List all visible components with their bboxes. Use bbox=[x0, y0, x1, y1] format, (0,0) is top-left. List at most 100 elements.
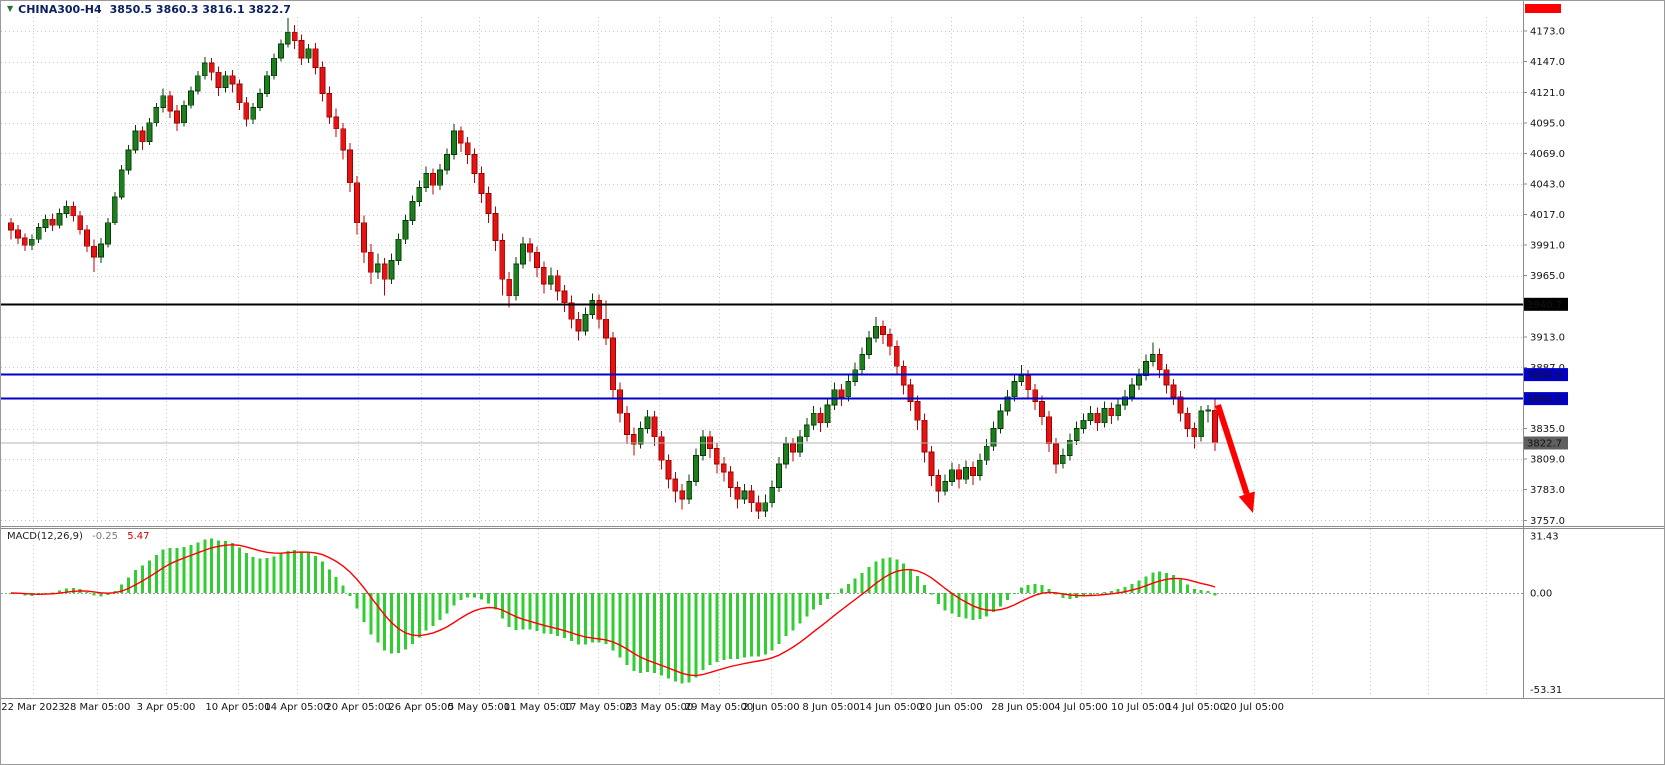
candle-bear bbox=[243, 102, 250, 120]
macd-bar bbox=[1116, 589, 1120, 593]
candle-bear bbox=[1039, 401, 1045, 418]
price-axis-label: 3991.0 bbox=[1530, 241, 1565, 252]
candle-bear bbox=[464, 142, 471, 156]
candle-bear bbox=[617, 389, 623, 414]
macd-bar bbox=[92, 593, 96, 596]
time-axis-label: 10 Jul 05:00 bbox=[1111, 702, 1171, 713]
candle-bull bbox=[423, 172, 430, 188]
macd-bar bbox=[576, 593, 580, 645]
macd-bar bbox=[397, 593, 400, 653]
macd-bar bbox=[1109, 591, 1113, 593]
macd-bar bbox=[120, 584, 124, 593]
macd-axis-label: -53.31 bbox=[1530, 685, 1562, 696]
symbol-ohlc-values: 3850.5 3860.3 3816.1 3822.7 bbox=[109, 2, 291, 16]
macd-bar bbox=[902, 563, 906, 593]
candle-bear bbox=[208, 62, 215, 73]
macd-bar bbox=[113, 590, 117, 593]
macd-bar bbox=[722, 593, 726, 660]
candle-bull bbox=[1101, 408, 1108, 424]
time-axis-label: 14 Jul 05:00 bbox=[1166, 702, 1226, 713]
macd-bar bbox=[701, 593, 705, 671]
macd-bar bbox=[1047, 589, 1051, 593]
macd-bar bbox=[127, 577, 131, 593]
candle-bull bbox=[1018, 375, 1025, 383]
macd-bar bbox=[957, 593, 961, 618]
macd-bar bbox=[867, 567, 871, 593]
macd-bar bbox=[881, 558, 885, 593]
macd-bar bbox=[417, 593, 421, 638]
candle-bull bbox=[983, 445, 990, 461]
candle-bull bbox=[98, 243, 104, 258]
candle-bull bbox=[118, 169, 125, 198]
macd-bar bbox=[625, 593, 629, 665]
price-axis-label: 3835.0 bbox=[1530, 424, 1565, 435]
chart-dropdown-icon[interactable]: ▼ bbox=[7, 4, 14, 13]
time-axis-label: 17 May 05:00 bbox=[564, 702, 633, 713]
candle-bull bbox=[160, 95, 167, 109]
macd-bar bbox=[604, 593, 608, 644]
candle-bull bbox=[693, 455, 699, 482]
macd-bar bbox=[964, 593, 968, 619]
macd-bar bbox=[383, 593, 387, 651]
price-axis-label: 4173.0 bbox=[1530, 27, 1565, 38]
macd-bar bbox=[141, 565, 144, 593]
macd-bar bbox=[639, 593, 643, 673]
candle-bear bbox=[326, 93, 333, 118]
candle-bear bbox=[1163, 369, 1170, 386]
candle-bull bbox=[520, 243, 526, 265]
price-axis[interactable]: 4173.0 4147.0 4121.0 4095.0 4069.0 4043.0 4017… bbox=[1523, 27, 1565, 527]
macd-bar bbox=[1061, 593, 1065, 598]
macd-bar bbox=[542, 593, 546, 634]
candle-bear bbox=[935, 475, 942, 492]
macd-bar bbox=[660, 593, 663, 676]
macd-bar bbox=[1213, 593, 1217, 596]
candle-bear bbox=[49, 218, 56, 226]
candle-bear bbox=[229, 75, 236, 85]
candle-bear bbox=[340, 128, 347, 151]
macd-bar bbox=[521, 593, 525, 630]
macd-bar bbox=[1089, 593, 1092, 595]
candle-bear bbox=[561, 290, 568, 304]
candle-bull bbox=[35, 227, 42, 240]
candle-bear bbox=[568, 302, 575, 320]
candle-bull bbox=[271, 57, 277, 77]
candle-bull bbox=[388, 259, 395, 280]
candle-bear bbox=[790, 443, 796, 453]
candle-bear bbox=[540, 267, 547, 285]
candle-bear bbox=[478, 172, 485, 194]
candle-bull bbox=[56, 212, 63, 226]
candle-bear bbox=[471, 154, 478, 174]
macd-bar bbox=[57, 590, 61, 593]
candle-bear bbox=[1108, 408, 1115, 417]
price-axis-label: 4017.0 bbox=[1530, 210, 1565, 221]
candle-bull bbox=[222, 75, 229, 89]
candle-bull bbox=[873, 325, 879, 339]
candle-bear bbox=[596, 299, 603, 320]
price-marker-label: 3940.7 bbox=[1527, 300, 1562, 311]
grid-lines bbox=[1, 17, 1523, 697]
macd-bar bbox=[549, 593, 553, 635]
candle-bear bbox=[1177, 396, 1184, 414]
candle-bear bbox=[1032, 389, 1039, 402]
trend-arrow-annotation[interactable] bbox=[1215, 404, 1255, 513]
candle-bull bbox=[783, 443, 789, 465]
macd-bar bbox=[507, 593, 511, 628]
price-axis-label: 3913.0 bbox=[1530, 332, 1565, 343]
macd-bar bbox=[1123, 586, 1127, 593]
candle-bear bbox=[354, 182, 360, 224]
candle-bull bbox=[845, 381, 852, 398]
macd-bar bbox=[694, 593, 698, 678]
candle-bear bbox=[886, 334, 893, 347]
price-marker-box bbox=[1524, 436, 1568, 450]
macd-bar bbox=[286, 550, 290, 593]
candle-bear bbox=[603, 318, 609, 339]
candle-bear bbox=[956, 469, 962, 480]
macd-bar bbox=[985, 593, 989, 617]
candle-bear bbox=[880, 325, 886, 335]
macd-bar bbox=[784, 593, 788, 637]
time-axis-label: 23 May 05:00 bbox=[625, 702, 694, 713]
candle-bull bbox=[686, 481, 693, 500]
time-axis-label: 3 Apr 05:00 bbox=[137, 702, 196, 713]
macd-bar bbox=[355, 593, 359, 609]
